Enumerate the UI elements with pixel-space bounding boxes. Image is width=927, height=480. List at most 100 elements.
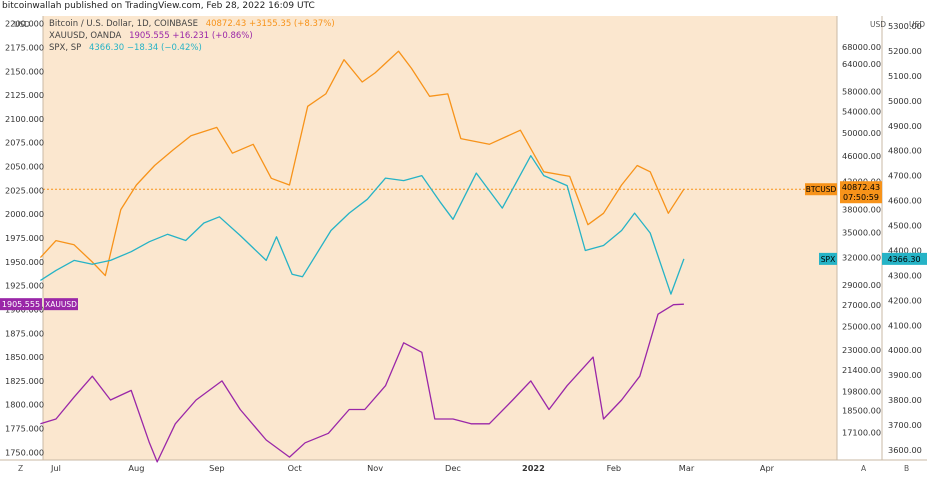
- spx-axis-tick: 4900.00: [888, 121, 922, 131]
- spx-axis-tick: 4200.00: [888, 295, 922, 305]
- spx-axis-tick: 5300.00: [888, 21, 922, 31]
- spx-axis-currency: USD: [909, 20, 926, 29]
- time-axis-tick: Nov: [367, 463, 383, 473]
- btc-axis-tick: 18500.00: [842, 406, 881, 416]
- legend-name: XAUUSD, OANDA: [49, 31, 122, 41]
- spx-price-tag: [882, 252, 927, 265]
- left-axis-tick: 2200.000: [5, 19, 44, 29]
- spx-symbol-text: SPX: [821, 255, 835, 264]
- left-axis-tick: 2050.000: [5, 162, 44, 172]
- xau-price-tag: [0, 298, 42, 311]
- plot-background[interactable]: [43, 16, 837, 460]
- legend-change: −18.34 (−0.42%): [126, 43, 202, 53]
- spx-axis-tick: 5000.00: [888, 96, 922, 106]
- btc-axis-tick: 17100.00: [842, 428, 881, 438]
- left-axis-tick: 1975.000: [5, 233, 44, 243]
- legend-row-xau[interactable]: XAUUSD, OANDA 1905.555 +16.231 (+0.86%): [49, 30, 335, 42]
- time-axis-tick: Jul: [50, 463, 61, 473]
- spx-scale-label[interactable]: B: [904, 464, 910, 473]
- btc-axis-tick: 38000.00: [842, 205, 881, 215]
- btc-axis-tick: 64000.00: [842, 59, 881, 69]
- spx-axis-tick: 5100.00: [888, 71, 922, 81]
- legend-name: SPX, SP: [49, 43, 82, 53]
- publisher-label: bitcoinwallah published on TradingView.c…: [2, 1, 315, 11]
- spx-axis-tick: 4800.00: [888, 146, 922, 156]
- spx-symbol-tag: [819, 252, 837, 265]
- spx-axis-tick: 5200.00: [888, 46, 922, 56]
- legend-change: +3155.35 (+8.37%): [248, 19, 335, 29]
- btc-axis-tick: 32000.00: [842, 253, 881, 263]
- time-axis-tick: Sep: [209, 463, 224, 473]
- legend-row-spx[interactable]: SPX, SP 4366.30 −18.34 (−0.42%): [49, 42, 335, 54]
- spx-axis-tick: 4100.00: [888, 320, 922, 330]
- left-axis-tick: 1800.000: [5, 400, 44, 410]
- left-axis-tick: 1925.000: [5, 281, 44, 291]
- left-axis-tick: 1825.000: [5, 376, 44, 386]
- btc-axis-tick: 35000.00: [842, 228, 881, 238]
- left-axis-tick: 2100.000: [5, 114, 44, 124]
- left-axis-currency: USD: [14, 20, 31, 29]
- legend-row-btc[interactable]: Bitcoin / U.S. Dollar, 1D, COINBASE 4087…: [49, 18, 335, 30]
- time-axis-tick: Oct: [288, 463, 303, 473]
- time-axis-tick: Aug: [128, 463, 144, 473]
- left-axis-tick: 1775.000: [5, 424, 44, 434]
- left-axis-tick: 2075.000: [5, 138, 44, 148]
- btc-price-text: 40872.43: [842, 183, 880, 192]
- time-axis-tick: Feb: [607, 463, 622, 473]
- btc-axis-tick: 29000.00: [842, 280, 881, 290]
- btc-symbol-tag: [805, 183, 837, 196]
- spx-axis-tick: 4600.00: [888, 196, 922, 206]
- legend-value: 1905.555: [129, 31, 170, 41]
- btc-axis-tick: 19800.00: [842, 387, 881, 397]
- spx-axis-tick: 4700.00: [888, 171, 922, 181]
- left-scale-label[interactable]: Z: [18, 464, 24, 473]
- spx-axis-tick: 4500.00: [888, 221, 922, 231]
- left-axis-tick: 2150.000: [5, 66, 44, 76]
- btc-price-tag: [840, 181, 882, 204]
- btc-axis-tick: 23000.00: [842, 345, 881, 355]
- left-axis-tick: 2025.000: [5, 185, 44, 195]
- spx-axis-tick: 4400.00: [888, 245, 922, 255]
- spx-axis-tick: 3700.00: [888, 420, 922, 430]
- btc-symbol-text: BTCUSD: [806, 185, 837, 194]
- spx-axis-tick: 3900.00: [888, 370, 922, 380]
- time-axis-tick: Apr: [760, 463, 775, 473]
- btc-axis-tick: 25000.00: [842, 322, 881, 332]
- series-line-xauusd[interactable]: [40, 303, 684, 463]
- time-axis-tick: 2022: [522, 463, 545, 473]
- series-line-btcusd[interactable]: [39, 50, 685, 277]
- left-axis-tick: 1750.000: [5, 447, 44, 457]
- legend: Bitcoin / U.S. Dollar, 1D, COINBASE 4087…: [49, 18, 335, 54]
- btc-countdown-text: 07:50:59: [843, 193, 879, 202]
- left-axis-tick: 2000.000: [5, 209, 44, 219]
- legend-value: 4366.30: [88, 43, 125, 53]
- btc-axis-tick: 46000.00: [842, 151, 881, 161]
- btc-scale-label[interactable]: A: [861, 464, 867, 473]
- left-axis-tick: 1850.000: [5, 352, 44, 362]
- btc-axis-tick: 21400.00: [842, 365, 881, 375]
- left-axis-tick: 2125.000: [5, 90, 44, 100]
- legend-change: +16.231 (+0.86%): [172, 31, 253, 41]
- spx-axis-tick: 4000.00: [888, 345, 922, 355]
- btc-axis-tick: 54000.00: [842, 106, 881, 116]
- left-axis-tick: 1875.000: [5, 328, 44, 338]
- left-axis-tick: 2175.000: [5, 42, 44, 52]
- btc-axis-tick: 58000.00: [842, 86, 881, 96]
- legend-value: 40872.43: [205, 19, 247, 29]
- legend-name: Bitcoin / U.S. Dollar, 1D, COINBASE: [49, 19, 198, 29]
- spx-axis-tick: 3800.00: [888, 395, 922, 405]
- xau-price-text: 1905.555: [2, 300, 40, 309]
- spx-axis-tick: 4300.00: [888, 270, 922, 280]
- xau-symbol-tag: [44, 298, 78, 311]
- btc-axis-currency: USD: [870, 20, 887, 29]
- xau-symbol-text: XAUUSD: [45, 300, 77, 309]
- spx-axis-tick: 3600.00: [888, 445, 922, 455]
- time-axis-tick: Mar: [679, 463, 695, 473]
- series-line-spx[interactable]: [40, 155, 685, 295]
- left-axis-tick: 1950.000: [5, 257, 44, 267]
- time-axis-tick: Dec: [445, 463, 461, 473]
- btc-axis-tick: 68000.00: [842, 42, 881, 52]
- btc-axis-tick: 50000.00: [842, 128, 881, 138]
- btc-axis-tick: 27000.00: [842, 300, 881, 310]
